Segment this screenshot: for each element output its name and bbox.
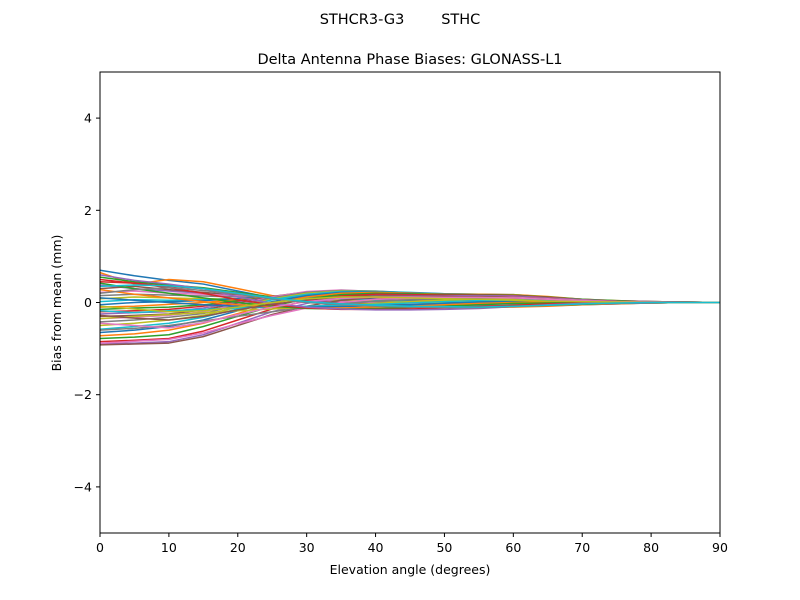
x-tick-label: 90	[712, 540, 728, 555]
figure-suptitle: STHCR3-G3 STHC	[320, 12, 481, 28]
x-tick-label: 10	[161, 540, 177, 555]
x-tick-label: 40	[368, 540, 384, 555]
series-group	[100, 269, 720, 346]
series-line	[100, 296, 720, 313]
y-tick-label: 4	[84, 111, 92, 126]
y-tick-label: 2	[84, 203, 92, 218]
chart-title: Delta Antenna Phase Biases: GLONASS-L1	[257, 52, 562, 68]
x-tick-label: 30	[299, 540, 315, 555]
y-axis: −4 −2 0 2 4	[74, 111, 100, 494]
x-tick-label: 0	[96, 540, 104, 555]
x-axis-label: Elevation angle (degrees)	[330, 562, 491, 577]
y-tick-label: 0	[84, 295, 92, 310]
y-tick-label: −4	[74, 479, 92, 494]
series-line	[100, 284, 720, 308]
x-tick-label: 80	[643, 540, 659, 555]
x-tick-label: 20	[230, 540, 246, 555]
x-tick-label: 50	[436, 540, 452, 555]
x-tick-label: 60	[505, 540, 521, 555]
x-axis: 0 10 20 30 40 50 60 70 80 90	[96, 533, 728, 555]
x-tick-label: 70	[574, 540, 590, 555]
y-axis-label: Bias from mean (mm)	[49, 235, 64, 372]
y-tick-label: −2	[74, 387, 92, 402]
